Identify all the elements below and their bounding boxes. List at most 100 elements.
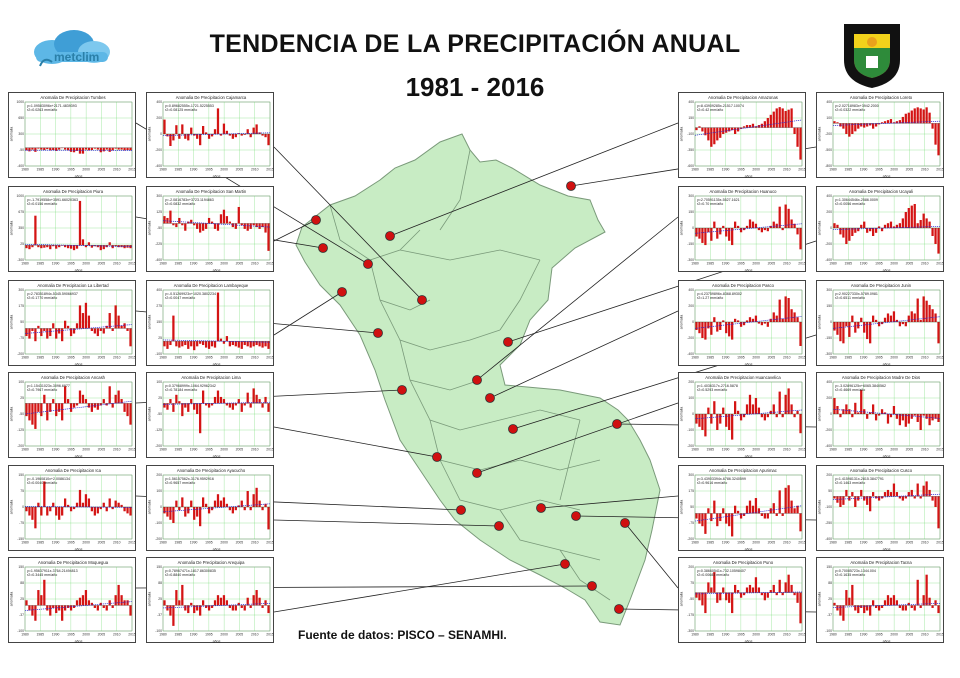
bar [731,513,734,537]
trend-rate: r2=0.00683 mm/año [697,573,729,577]
bar [252,223,255,226]
bar [860,123,863,127]
bar [55,245,58,249]
y-axis-label: anomalia [680,592,684,607]
bar [790,219,793,228]
x-tick-label: 1985 [845,448,853,452]
chart-panel-junin: Anomalia De Precipitacion Junin 1980 1985 1… [816,280,944,367]
bar [61,507,64,516]
bar [701,228,704,243]
bar [869,228,872,232]
bar [934,414,937,419]
bar [240,223,243,226]
bar [246,597,249,606]
bar [178,507,181,511]
x-tick-label: 2000 [890,356,898,360]
bar [760,414,764,418]
bar [913,204,916,228]
trend-equation: y=-3.02896125x+6065.3840562 [835,384,886,388]
bar [775,513,778,516]
bar [66,399,70,404]
bar [751,587,755,593]
bar [713,127,716,145]
bar [49,605,52,616]
bar [713,500,716,514]
bar [716,322,719,332]
bar [204,605,208,608]
bar [793,127,796,134]
map-marker-ancash [397,385,407,395]
y-tick-label: -400 [825,444,832,448]
bar [736,225,740,228]
bar [222,595,226,606]
trend-rate: r2=0.5293 mm/año [697,388,727,392]
bar [784,582,787,593]
x-tick-label: 1980 [829,262,837,266]
chart-title: Anomalia De Precipitacion Loreto [850,95,913,100]
y-tick-label: -75 [19,521,24,525]
y-tick-label: 350 [18,226,24,230]
bar [69,507,73,512]
bar [225,336,229,342]
y-tick-label: -200 [687,336,694,340]
x-tick-label: 2010 [113,356,121,360]
bar [96,605,99,611]
x-axis-label: años [213,175,221,179]
x-axis-label: años [883,640,891,644]
chart-panel-lima: Anomalia De Precipitacion Lima 1980 1985 19… [146,372,274,459]
bar [925,300,928,322]
y-tick-label: 0 [160,132,162,136]
bar [199,507,202,527]
chart-title: Anomalia De Precipitacion Ica [45,468,102,473]
connector-line-apurimac [540,495,679,509]
connector-line-ayacucho [273,519,500,527]
bar [187,605,190,614]
bar [123,147,126,151]
bar [763,322,766,324]
x-tick-label: 2000 [890,448,898,452]
bar [799,228,802,250]
bar [172,507,175,523]
bar [252,127,255,134]
y-axis-label: anomalia [818,315,822,330]
bar [836,122,839,124]
bar [249,507,252,511]
bar [175,394,178,404]
x-tick-label: 1995 [67,168,75,172]
y-tick-label: 200 [826,396,832,400]
bar [704,414,707,437]
y-tick-label: -100 [825,629,832,633]
chart-cajamarca: Anomalia De Precipitacion Cajamarca 1980 1… [148,95,274,179]
x-tick-label: 1990 [52,356,60,360]
bar [75,403,79,406]
x-tick-label: 1995 [67,262,75,266]
bar [201,126,205,134]
bar [40,403,43,417]
bar [96,328,99,337]
bar [742,513,746,516]
bar [63,245,67,248]
bar [869,322,872,344]
bar [25,600,28,606]
bar [704,127,707,136]
bar [240,134,243,136]
y-tick-label: 200 [156,116,162,120]
bar [246,392,249,404]
x-axis-label: años [75,175,83,179]
connector-line-pasco [489,310,679,399]
x-tick-label: 1985 [175,448,183,452]
x-tick-label: 2000 [752,356,760,360]
bar [754,223,758,228]
x-tick-label: 1995 [875,262,883,266]
bar [907,414,910,424]
bar [49,147,52,151]
chart-panel-ancash: Anomalia De Precipitacion Ancash 1980 1985… [8,372,136,459]
map-marker-ayacucho [494,521,504,531]
x-tick-label: 1985 [37,262,45,266]
chart-tumbes: Anomalia De Precipitacion Tumbes 1980 1985… [10,95,136,179]
bar [763,414,766,421]
bar [105,147,108,150]
bar [222,341,226,344]
x-tick-label: 2000 [220,168,228,172]
bar [901,218,904,228]
